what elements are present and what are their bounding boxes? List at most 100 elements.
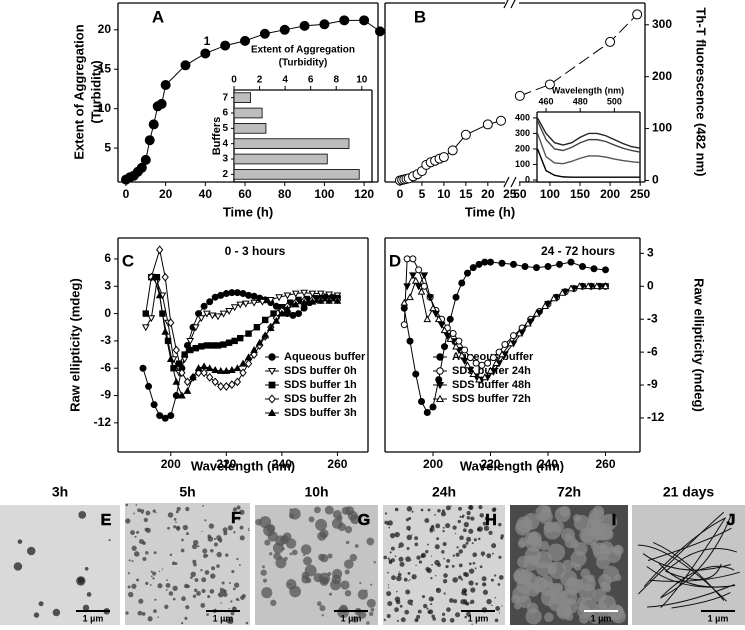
micrograph-texture bbox=[131, 583, 137, 589]
marker bbox=[206, 298, 214, 306]
micrograph-texture bbox=[592, 505, 605, 518]
marker bbox=[544, 263, 552, 271]
micrograph-texture bbox=[186, 532, 189, 536]
marker bbox=[183, 386, 192, 394]
marker bbox=[466, 354, 474, 362]
micrograph-texture bbox=[442, 541, 447, 547]
micrograph-texture bbox=[231, 569, 235, 574]
x-tick-label: 40 bbox=[199, 187, 213, 201]
marker bbox=[160, 80, 171, 91]
marker bbox=[283, 305, 292, 312]
micrograph-texture bbox=[548, 561, 566, 580]
bar bbox=[233, 107, 263, 119]
micrograph-texture bbox=[370, 583, 373, 586]
micrograph-texture bbox=[431, 614, 435, 619]
micrograph-texture bbox=[232, 507, 238, 512]
micrograph-texture bbox=[514, 602, 522, 610]
marker bbox=[475, 375, 483, 383]
micrograph-fibril bbox=[649, 571, 740, 582]
micrograph-texture bbox=[289, 552, 293, 556]
micrograph-texture bbox=[200, 569, 203, 572]
micrograph-texture bbox=[175, 510, 179, 514]
marker bbox=[584, 282, 593, 290]
x-tick-label: 500 bbox=[607, 96, 622, 106]
x-tick-label: 0 bbox=[123, 187, 130, 201]
micrograph-texture bbox=[540, 575, 553, 588]
micrograph-texture bbox=[141, 611, 146, 616]
marker bbox=[172, 345, 180, 355]
marker bbox=[220, 40, 231, 51]
micrograph-texture bbox=[221, 581, 225, 585]
micrograph-texture bbox=[78, 511, 87, 519]
micrograph-texture bbox=[301, 571, 310, 580]
marker bbox=[150, 401, 158, 409]
micrograph-texture bbox=[573, 514, 581, 522]
micrograph-texture bbox=[435, 523, 441, 529]
micrograph-texture bbox=[217, 593, 220, 596]
micrograph-texture bbox=[366, 621, 370, 625]
x-axis-title: Time (h) bbox=[223, 204, 273, 219]
micrograph-texture bbox=[153, 551, 157, 555]
micrograph-texture bbox=[451, 564, 455, 568]
micrograph-texture bbox=[421, 595, 425, 599]
marker bbox=[187, 346, 194, 354]
micrograph-texture bbox=[425, 549, 429, 554]
x-tick-label: 240 bbox=[538, 457, 558, 471]
micrograph-texture bbox=[136, 578, 140, 582]
marker bbox=[198, 343, 205, 350]
marker bbox=[300, 304, 308, 312]
panel-letter: D bbox=[389, 251, 401, 270]
micrograph-texture bbox=[458, 506, 462, 511]
micrograph-texture bbox=[140, 509, 145, 514]
y-axis-title: Extent of Aggregation bbox=[71, 24, 86, 159]
micrograph-texture bbox=[460, 578, 464, 581]
micrograph-texture bbox=[452, 577, 458, 583]
micrograph-texture bbox=[431, 563, 433, 566]
marker bbox=[217, 382, 225, 391]
marker bbox=[420, 272, 429, 280]
micrograph-texture bbox=[281, 547, 285, 551]
micrograph-texture bbox=[201, 530, 203, 533]
micrograph-texture bbox=[235, 597, 239, 601]
marker bbox=[180, 60, 191, 71]
micrograph-texture bbox=[165, 588, 168, 591]
micrograph-texture bbox=[429, 528, 434, 533]
x-axis-title: (Turbidity) bbox=[279, 58, 328, 69]
micrograph-texture bbox=[194, 588, 198, 592]
micrograph-texture bbox=[86, 592, 92, 597]
micrograph-texture bbox=[285, 579, 297, 590]
marker bbox=[155, 291, 164, 299]
legend-label: SDS buffer 1h bbox=[284, 379, 357, 391]
y-tick-label: 100 bbox=[652, 121, 672, 135]
micrograph-texture bbox=[405, 518, 409, 522]
micrograph-texture bbox=[173, 525, 177, 529]
marker bbox=[435, 381, 445, 390]
micrograph-texture bbox=[327, 553, 333, 559]
y-tick-label: 4 bbox=[222, 138, 228, 149]
marker bbox=[489, 354, 497, 362]
marker bbox=[139, 364, 147, 372]
y-tick-label: 3 bbox=[647, 246, 654, 260]
x-tick-label: 0 bbox=[231, 75, 237, 86]
y-tick-label: 7 bbox=[222, 92, 228, 103]
micrograph-texture bbox=[365, 589, 368, 593]
marker bbox=[440, 326, 449, 334]
micrograph-texture bbox=[154, 598, 157, 601]
micrograph-texture bbox=[387, 584, 390, 586]
micrograph-texture bbox=[462, 544, 467, 549]
micrograph-texture bbox=[556, 604, 572, 620]
micrograph-texture bbox=[398, 556, 404, 562]
micrograph-texture bbox=[204, 519, 207, 522]
micrograph-texture bbox=[337, 522, 347, 532]
micrograph-texture bbox=[137, 508, 141, 513]
micrograph-texture bbox=[491, 604, 493, 607]
marker bbox=[233, 289, 241, 297]
x-tick-label: 10 bbox=[437, 187, 451, 201]
marker bbox=[480, 373, 489, 381]
marker bbox=[239, 368, 247, 378]
micrograph-texture bbox=[383, 555, 388, 560]
micrograph-texture bbox=[474, 567, 477, 570]
micrograph-texture bbox=[228, 608, 230, 610]
micrograph-texture bbox=[275, 557, 287, 569]
marker bbox=[136, 162, 147, 173]
